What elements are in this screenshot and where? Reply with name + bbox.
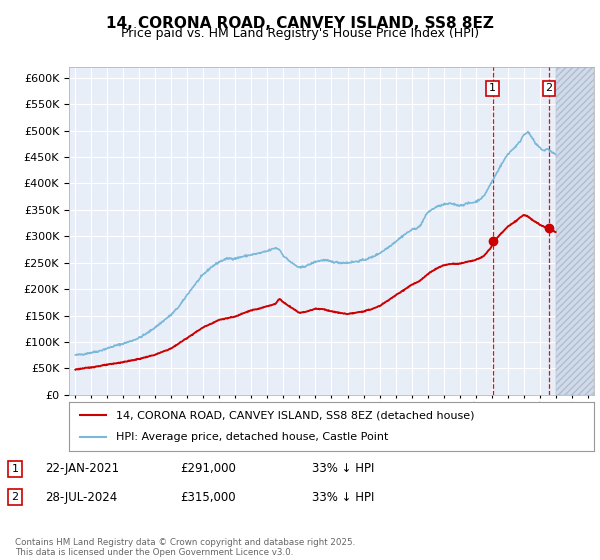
Text: 22-JAN-2021: 22-JAN-2021: [45, 462, 119, 475]
Text: 28-JUL-2024: 28-JUL-2024: [45, 491, 117, 504]
Text: HPI: Average price, detached house, Castle Point: HPI: Average price, detached house, Cast…: [116, 432, 389, 442]
Text: 14, CORONA ROAD, CANVEY ISLAND, SS8 8EZ: 14, CORONA ROAD, CANVEY ISLAND, SS8 8EZ: [106, 16, 494, 31]
Text: Contains HM Land Registry data © Crown copyright and database right 2025.
This d: Contains HM Land Registry data © Crown c…: [15, 538, 355, 557]
Text: 14, CORONA ROAD, CANVEY ISLAND, SS8 8EZ (detached house): 14, CORONA ROAD, CANVEY ISLAND, SS8 8EZ …: [116, 410, 475, 421]
Bar: [556, 67, 594, 395]
Text: 2: 2: [545, 83, 553, 94]
Text: £315,000: £315,000: [180, 491, 236, 504]
Bar: [556, 67, 594, 395]
Text: £291,000: £291,000: [180, 462, 236, 475]
Text: 33% ↓ HPI: 33% ↓ HPI: [312, 462, 374, 475]
Text: 1: 1: [489, 83, 496, 94]
Text: 33% ↓ HPI: 33% ↓ HPI: [312, 491, 374, 504]
Text: Price paid vs. HM Land Registry's House Price Index (HPI): Price paid vs. HM Land Registry's House …: [121, 27, 479, 40]
Text: 2: 2: [11, 492, 19, 502]
Text: 1: 1: [11, 464, 19, 474]
